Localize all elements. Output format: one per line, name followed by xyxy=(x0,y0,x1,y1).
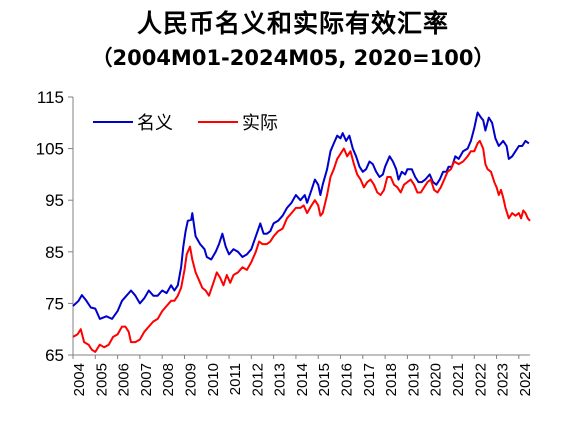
x-tick-label: 2023 xyxy=(495,363,512,396)
y-ticks: 65 75 85 95 105 115 xyxy=(36,88,73,365)
series-line-real xyxy=(72,139,531,353)
x-tick-label: 2009 xyxy=(182,363,199,396)
chart-title: 人民币名义和实际有效汇率 xyxy=(136,9,449,38)
x-tick-label: 2017 xyxy=(361,363,378,396)
x-tick-label: 2011 xyxy=(227,363,244,395)
x-tick-label: 2024 xyxy=(517,363,534,396)
series-line-nominal xyxy=(72,111,530,320)
x-ticks: 2004 2005 2006 2007 2008 2009 2010 2011 2012 2013… xyxy=(71,355,534,396)
x-tick-label: 2016 xyxy=(339,363,356,396)
x-tick-label: 2012 xyxy=(249,363,266,396)
x-tick-label: 2005 xyxy=(93,363,110,396)
y-tick-label: 85 xyxy=(45,243,64,262)
x-tick-label: 2013 xyxy=(272,363,289,396)
x-tick-label: 2007 xyxy=(138,363,155,396)
x-tick-label: 2018 xyxy=(383,363,400,396)
y-tick-label: 95 xyxy=(45,191,64,210)
x-tick-label: 2004 xyxy=(71,363,88,396)
x-tick-label: 2010 xyxy=(205,363,222,396)
x-tick-label: 2019 xyxy=(405,363,422,396)
series-lines xyxy=(72,111,531,353)
x-tick-label: 2008 xyxy=(160,363,177,396)
x-tick-label: 2020 xyxy=(428,363,445,396)
x-tick-label: 2022 xyxy=(472,363,489,396)
y-tick-label: 105 xyxy=(36,140,64,159)
x-tick-label: 2015 xyxy=(316,363,333,396)
y-tick-label: 75 xyxy=(45,294,64,313)
legend-label-real: 实际 xyxy=(242,113,278,134)
legend-label-nominal: 名义 xyxy=(137,113,173,134)
y-tick-label: 65 xyxy=(45,346,64,365)
legend: 名义 实际 xyxy=(93,113,278,134)
axes xyxy=(72,97,530,356)
chart-subtitle: （2004M01-2024M05, 2020=100） xyxy=(91,46,495,70)
x-tick-label: 2006 xyxy=(116,363,133,396)
y-tick-label: 115 xyxy=(37,88,64,107)
x-tick-label: 2021 xyxy=(450,363,467,396)
x-tick-label: 2014 xyxy=(294,363,311,396)
